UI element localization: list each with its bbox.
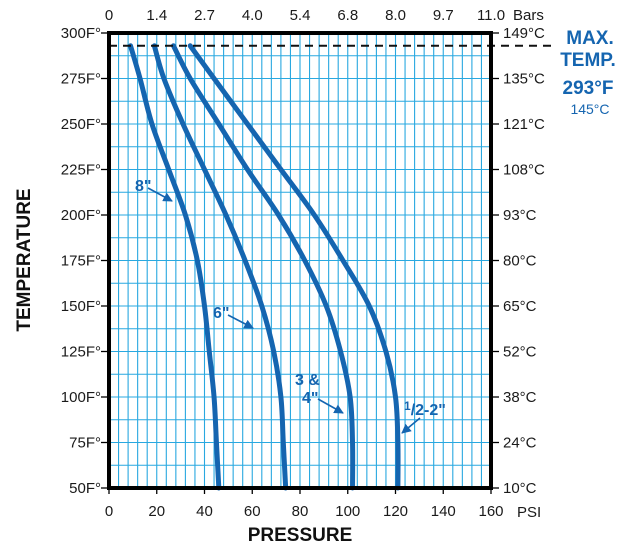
max-temp-label-line2: TEMP. (560, 50, 616, 71)
y-tick-label: 200F° (61, 207, 101, 224)
curve-label-half-2in: 1/2-2" (401, 399, 446, 434)
curve-label-6in: 6" (213, 305, 254, 329)
x-top-tick-label: 1.4 (146, 7, 167, 24)
curve-label-half-2in-sub: /2-2" (411, 402, 446, 419)
x-tick-label: 40 (196, 503, 213, 520)
x-tick-label: 120 (383, 503, 408, 520)
curve-label-6in-text: 6" (213, 305, 229, 322)
curve-label-8in-text: 8" (135, 178, 151, 195)
curve-label-3-4in-line1: 3 & (295, 372, 320, 389)
y-tick-label: 275F° (61, 71, 101, 88)
curve-label-8in: 8" (135, 178, 173, 202)
x-top-tick-label: 11.0 (477, 7, 505, 24)
y-right-tick-label: 121°C (503, 116, 545, 133)
series-line-1 (151, 43, 289, 491)
y-tick-label: 125F° (61, 344, 101, 361)
y-right-tick-label: 149°C (503, 25, 545, 42)
y-right-tick-label: 93°C (503, 207, 537, 224)
x-tick-label: 60 (244, 503, 261, 520)
x-tick-label: 160 (478, 503, 503, 520)
x-axis-title: PRESSURE (248, 525, 353, 546)
x-top-tick-label: 6.8 (337, 7, 358, 24)
x-tick-label: 100 (335, 503, 360, 520)
y-tick-label: 75F° (69, 435, 101, 452)
x-top-tick-label: 0 (105, 7, 113, 24)
x-top-tick-label: 9.7 (433, 7, 454, 24)
x-tick-label: 80 (292, 503, 309, 520)
tick-labels: 0 20 40 60 80 100 120 140 160 0 1.4 2.7 4.0 5.4 6.8 8.0… (61, 7, 545, 520)
y-tick-label: 300F° (61, 25, 101, 42)
max-temp-fahrenheit: 293°F (563, 78, 614, 99)
curve-label-half-2in-text: 1/2-2" (404, 399, 446, 419)
x-unit-top: Bars (513, 7, 544, 24)
x-top-tick-label: 5.4 (290, 7, 311, 24)
curve-label-3-4in: 3 & 4" (295, 372, 344, 414)
y-right-tick-label: 65°C (503, 298, 537, 315)
curve-label-half-2in-arrow (401, 417, 421, 434)
x-top-tick-label: 4.0 (242, 7, 263, 24)
x-tick-label: 20 (148, 503, 165, 520)
y-right-tick-label: 24°C (503, 435, 537, 452)
curves (127, 43, 401, 491)
y-tick-label: 150F° (61, 298, 101, 315)
series-line-0 (127, 43, 222, 491)
series-line-3 (187, 43, 401, 491)
curve-label-3-4in-line2: 4" (302, 390, 318, 407)
y-tick-label: 50F° (69, 480, 101, 497)
y-right-tick-label: 52°C (503, 344, 537, 361)
x-top-tick-label: 8.0 (385, 7, 406, 24)
max-temp-celsius: 145°C (570, 101, 609, 117)
y-right-tick-label: 108°C (503, 162, 545, 179)
curve-label-6in-arrow (227, 314, 254, 329)
x-tick-label: 0 (105, 503, 113, 520)
y-right-tick-label: 38°C (503, 389, 537, 406)
curve-label-8in-arrow (147, 187, 173, 202)
x-tick-label: 140 (431, 503, 456, 520)
max-temp-callout: MAX. TEMP. 293°F 145°C (560, 28, 616, 117)
max-temp-label-line1: MAX. (566, 28, 614, 49)
x-unit-bottom: PSI (517, 504, 541, 521)
grid (108, 32, 492, 489)
curve-label-half-2in-sup: 1 (404, 399, 411, 413)
y-right-tick-label: 135°C (503, 71, 545, 88)
curve-label-3-4in-arrow (317, 398, 344, 414)
y-right-tick-label: 80°C (503, 253, 537, 270)
y-tick-label: 175F° (61, 253, 101, 270)
y-right-tick-label: 10°C (503, 480, 537, 497)
y-tick-label: 250F° (61, 116, 101, 133)
y-tick-label: 100F° (61, 389, 101, 406)
series-line-2 (170, 43, 356, 491)
y-tick-label: 225F° (61, 162, 101, 179)
x-top-tick-label: 2.7 (194, 7, 215, 24)
y-axis-title: TEMPERATURE (14, 188, 35, 331)
